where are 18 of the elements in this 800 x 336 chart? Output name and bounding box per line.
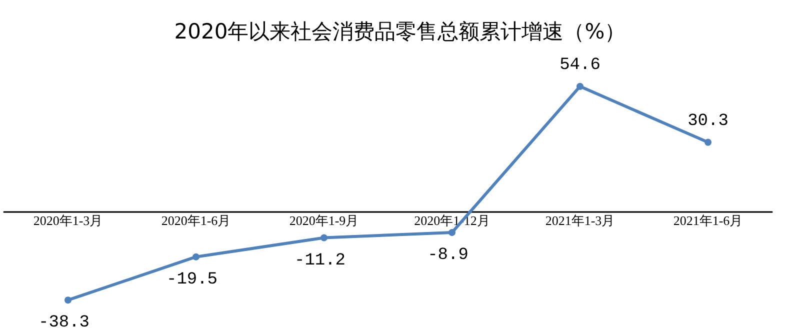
- point: [64, 296, 72, 304]
- x-tick-label: 2020年1-3月: [33, 213, 103, 228]
- point: [576, 82, 584, 90]
- point: [320, 234, 328, 242]
- point: [448, 228, 456, 236]
- data-label: 30.3: [688, 112, 728, 131]
- x-tick-label: 2020年1-6月: [161, 213, 231, 228]
- chart-title: 2020年以来社会消费品零售总额累计增速（%）: [174, 20, 626, 44]
- point: [704, 138, 712, 146]
- data-label: -19.5: [166, 270, 218, 290]
- data-label: 54.6: [560, 56, 600, 75]
- x-tick-label: 2021年1-3月: [545, 213, 615, 228]
- x-tick-label: 2020年1-9月: [289, 213, 359, 228]
- point: [192, 253, 200, 260]
- data-label: -38.3: [38, 314, 90, 333]
- data-label: -11.2: [294, 251, 346, 270]
- x-tick-label: 2021年1-6月: [673, 213, 743, 228]
- data-label: -8.9: [428, 246, 468, 265]
